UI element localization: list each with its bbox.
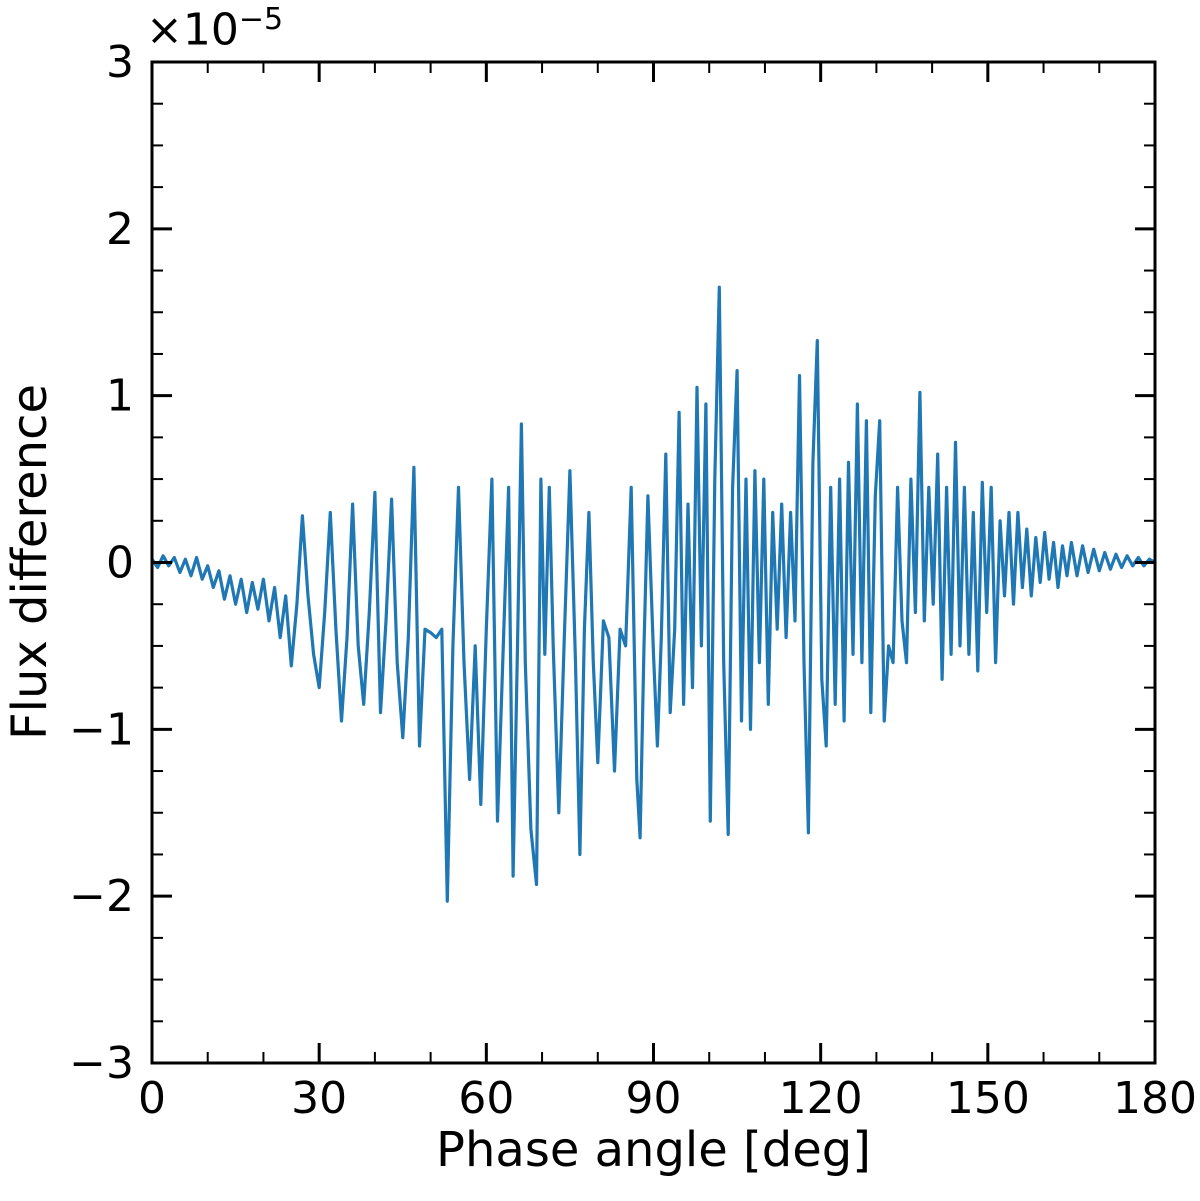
- x-tick-label: 150: [946, 1073, 1030, 1124]
- y-axis-offset-text: ×10−5: [146, 2, 283, 56]
- x-tick-label: 180: [1113, 1073, 1197, 1124]
- y-tick-label: 2: [106, 204, 134, 255]
- x-tick-label: 90: [626, 1073, 682, 1124]
- x-tick-label: 0: [138, 1073, 166, 1124]
- y-tick-label: 1: [106, 371, 134, 422]
- y-axis-label: Flux difference: [2, 384, 58, 740]
- y-tick-label: −1: [69, 704, 134, 755]
- x-tick-label: 120: [779, 1073, 863, 1124]
- x-tick-label: 60: [458, 1073, 514, 1124]
- y-tick-label: 0: [106, 538, 134, 589]
- flux-difference-line: [150, 285, 1157, 903]
- offset-base: ×10: [146, 4, 239, 56]
- axes-frame: [150, 60, 1157, 1065]
- x-tick-label: 30: [291, 1073, 347, 1124]
- x-axis-label: Phase angle [deg]: [436, 1122, 871, 1178]
- y-tick-label: 3: [106, 37, 134, 88]
- y-tick-label: −2: [69, 871, 134, 922]
- y-tick-label: −3: [69, 1038, 134, 1089]
- offset-exponent: −5: [238, 2, 284, 37]
